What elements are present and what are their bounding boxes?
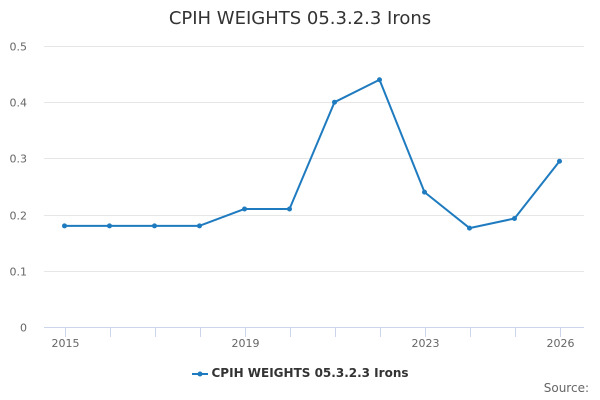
x-tick-label: 2019 <box>232 337 260 350</box>
chart-title: CPIH WEIGHTS 05.3.2.3 Irons <box>168 8 432 29</box>
data-series-line[interactable] <box>62 77 562 231</box>
data-point[interactable] <box>242 206 247 212</box>
y-tick-label: 0.3 <box>10 153 28 166</box>
x-axis: 2015 2019 2023 2026 <box>44 327 584 350</box>
legend-item[interactable]: CPIH WEIGHTS 05.3.2.3 Irons <box>0 366 600 380</box>
x-tick-label: 2026 <box>547 337 575 350</box>
legend-label: CPIH WEIGHTS 05.3.2.3 Irons <box>211 366 409 380</box>
data-point[interactable] <box>152 223 157 229</box>
y-gridlines <box>44 46 584 272</box>
y-tick-label: 0.1 <box>10 266 28 279</box>
data-point[interactable] <box>107 223 112 229</box>
data-point[interactable] <box>197 223 202 229</box>
credits-source[interactable]: Source: <box>543 381 589 395</box>
data-point[interactable] <box>467 225 472 231</box>
y-tick-label: 0 <box>20 322 27 335</box>
data-point[interactable] <box>422 189 427 195</box>
data-point[interactable] <box>62 223 67 229</box>
data-point[interactable] <box>557 158 562 164</box>
data-point[interactable] <box>377 77 382 83</box>
y-tick-label: 0.2 <box>10 210 28 223</box>
x-tick-label: 2015 <box>52 337 80 350</box>
x-tick-label: 2023 <box>412 337 440 350</box>
y-axis-labels: 0 0.1 0.2 0.3 0.4 0.5 <box>10 41 28 335</box>
legend-line-marker-icon <box>191 368 208 380</box>
y-tick-label: 0.5 <box>10 41 28 54</box>
data-point[interactable] <box>287 206 292 212</box>
data-point[interactable] <box>512 216 517 222</box>
y-tick-label: 0.4 <box>10 97 28 110</box>
data-point[interactable] <box>332 99 337 105</box>
